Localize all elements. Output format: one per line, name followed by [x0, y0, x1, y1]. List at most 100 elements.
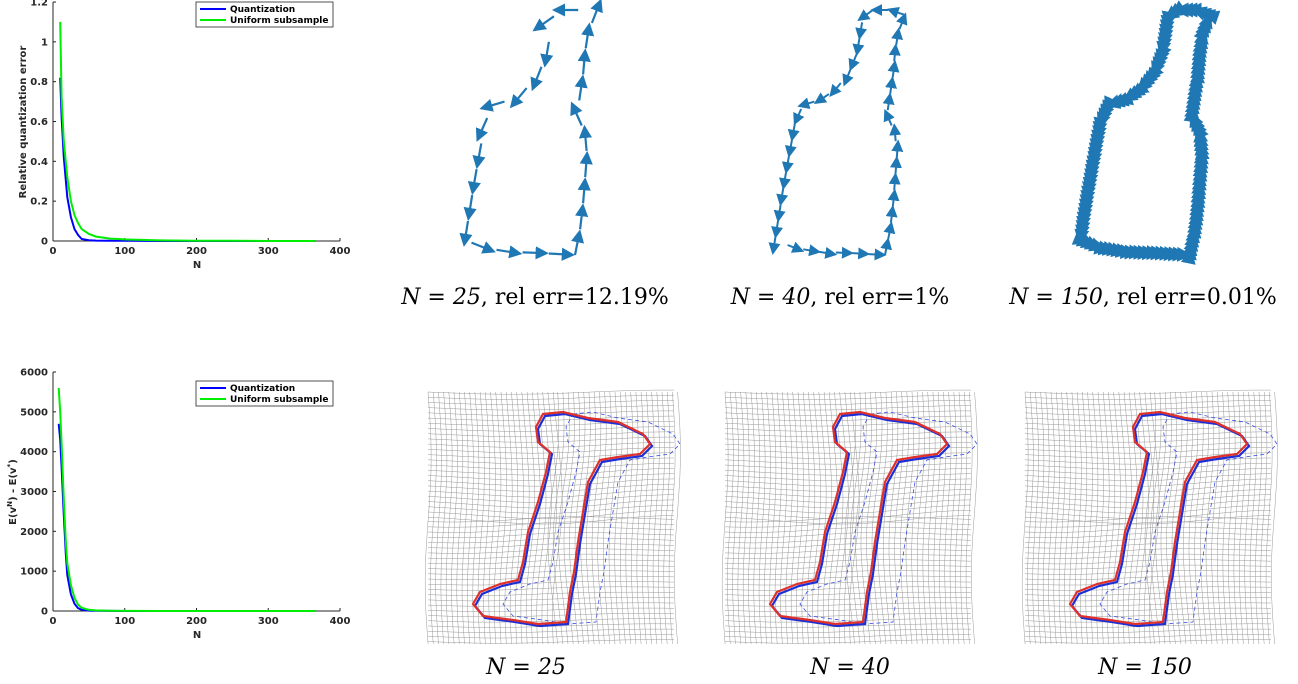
grid-line	[724, 494, 972, 503]
vector-arrow	[1117, 90, 1134, 106]
vector-arrow	[1084, 168, 1099, 185]
grid-line	[1101, 391, 1110, 645]
vector-arrow	[1104, 95, 1118, 112]
grid-line	[467, 391, 474, 645]
grid-line	[724, 489, 972, 498]
vector-arrow	[1193, 33, 1209, 50]
grid-line	[817, 391, 827, 645]
grid-line	[547, 391, 560, 645]
grid-line	[724, 586, 972, 591]
vector-arrow	[1187, 218, 1202, 235]
vector-arrow	[885, 204, 898, 223]
vector-arrow	[1151, 60, 1166, 77]
vector-arrow	[1076, 211, 1092, 228]
grid-line	[1085, 391, 1093, 645]
vector-arrow	[1195, 7, 1213, 23]
vector-arrow	[1109, 93, 1126, 108]
vector-arrow	[1093, 239, 1110, 255]
grid-line	[724, 613, 972, 618]
vector-arrow	[1081, 185, 1096, 202]
grid-line	[1024, 462, 1272, 470]
grid-line	[1260, 391, 1268, 645]
template-shape-dashed	[1099, 411, 1278, 625]
vector-arrow	[1133, 79, 1150, 95]
grid-line	[1024, 591, 1272, 596]
grid-line	[724, 591, 972, 596]
vector-arrow	[548, 247, 575, 261]
vector-arrow	[797, 97, 815, 110]
grid-line	[724, 553, 972, 559]
vector-arrow	[1193, 25, 1208, 42]
grid-line	[724, 639, 972, 644]
vector-arrow	[530, 66, 543, 92]
vector-arrow	[891, 139, 904, 158]
grid-line	[1024, 436, 1272, 443]
grid-line	[960, 391, 968, 645]
vector-arrow	[1192, 37, 1208, 54]
vector-arrow	[1087, 237, 1105, 252]
vector-arrow	[1159, 19, 1175, 36]
grid-line	[724, 515, 972, 525]
vector-arrow	[1082, 181, 1097, 198]
vector-arrow	[471, 241, 496, 254]
grid-line	[515, 391, 524, 645]
grid-line	[724, 421, 971, 427]
grid-line	[1024, 468, 1272, 476]
shape-overlays	[1068, 410, 1278, 628]
y-tick-label: 6000	[20, 368, 48, 379]
grid-line	[742, 391, 750, 645]
plot1-axes	[52, 2, 340, 242]
grid-line	[724, 405, 971, 411]
grid-line	[849, 391, 860, 645]
vector-arrow	[1090, 133, 1106, 150]
vector-arrow	[1078, 198, 1094, 215]
vector-arrow	[835, 246, 854, 259]
grid-line	[1096, 391, 1104, 645]
caption-err: , rel err=1%	[810, 285, 949, 310]
grid-line	[427, 526, 675, 533]
vector-arrow	[1087, 146, 1103, 163]
vector-arrow	[1101, 240, 1118, 256]
plot1-series	[59, 21, 315, 242]
vector-arrow	[857, 9, 873, 22]
grid-line	[812, 391, 821, 645]
grid-line	[1183, 391, 1193, 645]
grid-line	[427, 462, 675, 470]
vector-arrow	[1158, 27, 1174, 44]
arrow-set-n40	[768, 4, 908, 261]
grid-line	[427, 436, 675, 443]
y-tick-label: 0.2	[30, 197, 48, 208]
grid-line	[427, 421, 674, 427]
grid-line	[1024, 553, 1272, 559]
vector-arrow	[1191, 41, 1207, 58]
vector-arrow	[1160, 14, 1176, 31]
grid-line	[552, 391, 563, 645]
vector-arrow	[1100, 103, 1115, 120]
vector-arrow	[1102, 99, 1117, 116]
grid-line	[1143, 391, 1155, 645]
vector-arrow	[1071, 230, 1089, 245]
vector-arrow	[479, 98, 505, 112]
grid-line	[1024, 586, 1272, 591]
grid-line	[1024, 548, 1272, 554]
legend-label-uniform: Uniform subsample	[230, 395, 329, 405]
grid-line	[620, 391, 628, 645]
deformation-panel-n40	[721, 389, 978, 645]
grid-line	[427, 468, 675, 476]
grid-line	[427, 548, 675, 554]
grid-line	[724, 483, 971, 492]
vector-arrow	[1143, 69, 1159, 87]
vector-arrow	[1097, 111, 1111, 128]
plot2-axes	[52, 372, 340, 612]
grid-line	[724, 634, 972, 639]
grid-line	[724, 581, 972, 586]
grid-line	[647, 391, 655, 645]
vector-arrow	[1129, 82, 1147, 98]
vector-arrow	[577, 48, 591, 75]
grid-line	[1024, 442, 1271, 448]
grid-line	[427, 489, 675, 498]
vector-arrow	[803, 244, 822, 257]
vector-arrow	[1158, 32, 1173, 49]
grid-line	[427, 532, 675, 538]
series-line-quantization	[57, 423, 315, 612]
